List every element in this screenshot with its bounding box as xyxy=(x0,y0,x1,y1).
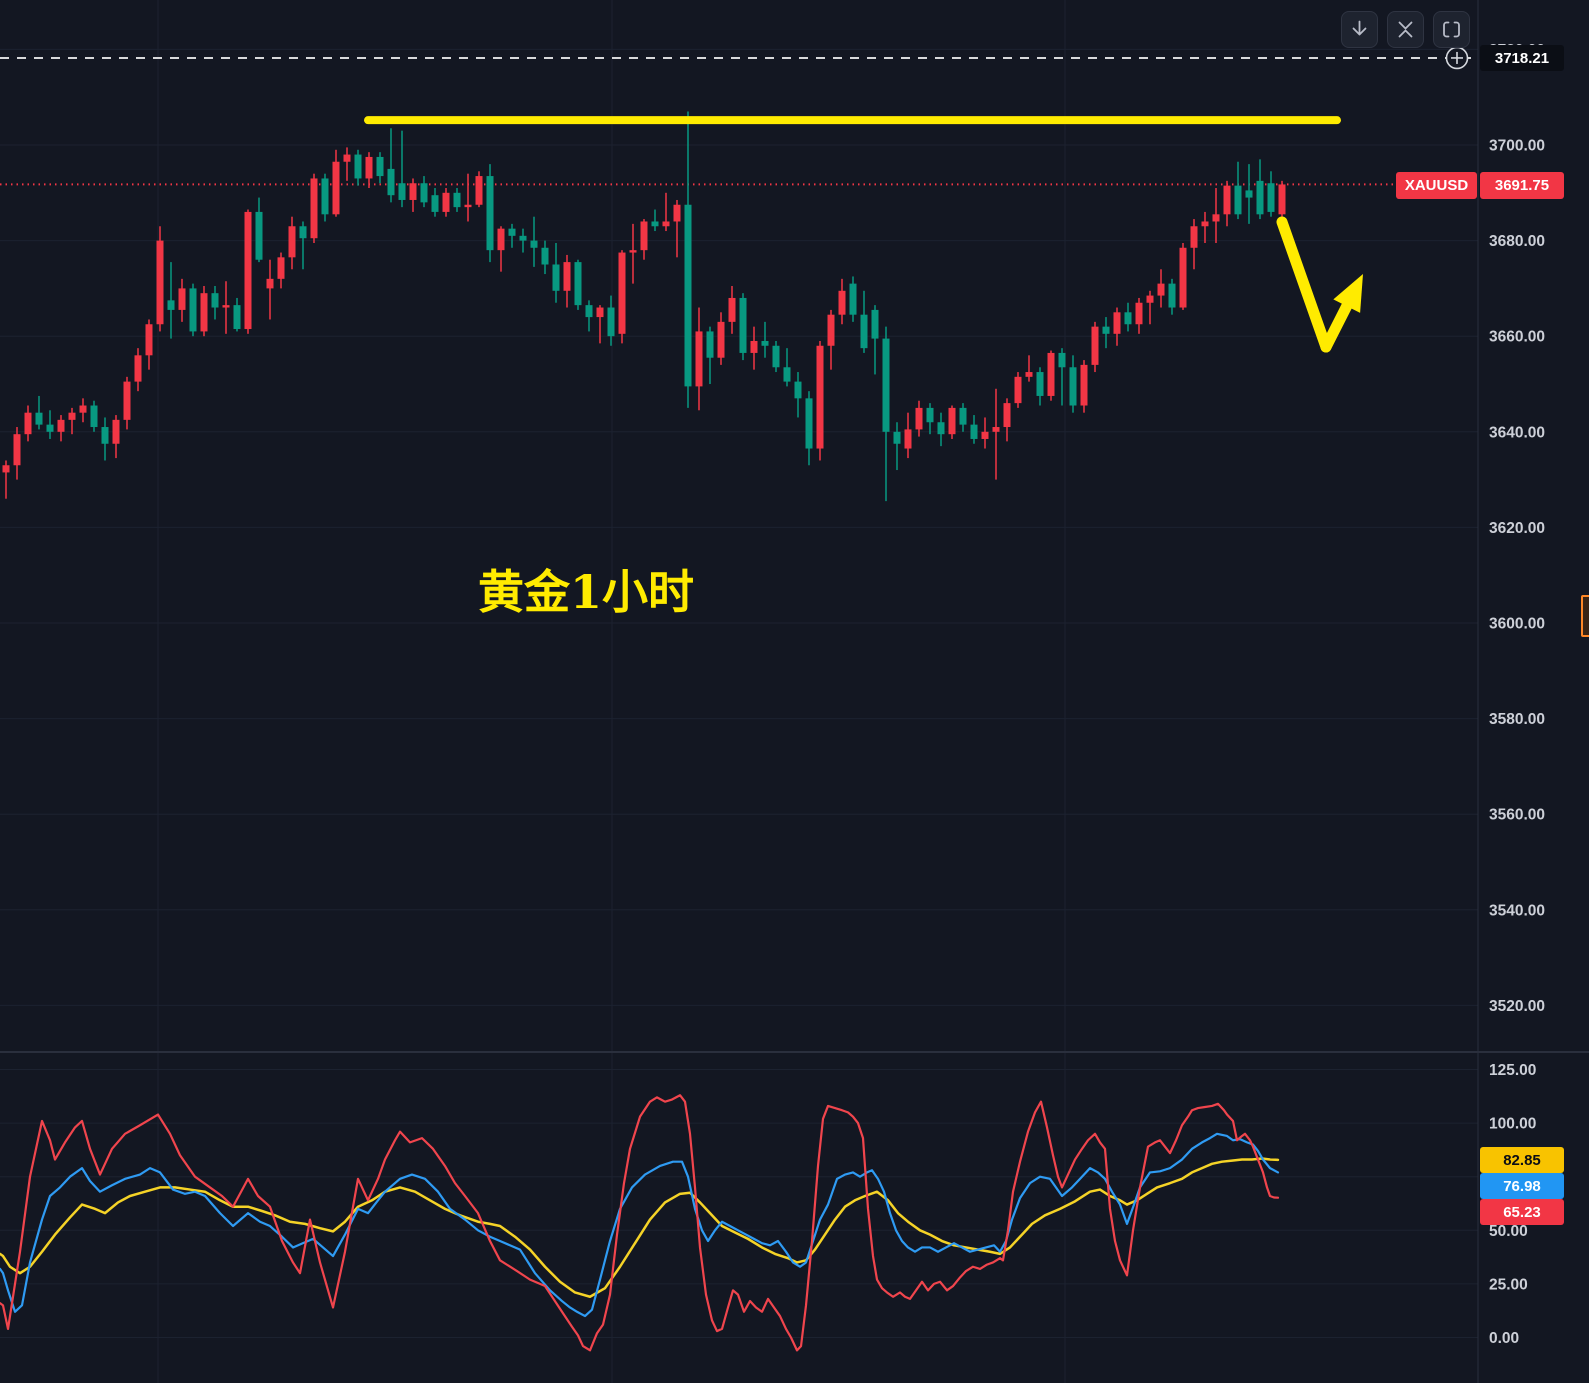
svg-text:125.00: 125.00 xyxy=(1489,1062,1536,1079)
maximize-pane-button[interactable] xyxy=(1433,11,1470,48)
last-price-tag: 3691.75 xyxy=(1480,172,1564,199)
fullscreen-icon xyxy=(1441,19,1462,40)
price-lines-layer xyxy=(0,46,1478,186)
svg-text:0.00: 0.00 xyxy=(1489,1330,1519,1347)
candles-layer xyxy=(2,111,1286,502)
kdj-indicator-layer xyxy=(0,1094,1280,1352)
price-axis[interactable]: 3720.003700.003680.003660.003640.003620.… xyxy=(1489,42,1545,1347)
chart-toolbar xyxy=(1341,11,1470,48)
scroll-to-recent-button[interactable] xyxy=(1341,11,1378,48)
right-edge-marker[interactable] xyxy=(1581,595,1589,637)
symbol-price-tag: XAUUSD xyxy=(1396,172,1477,199)
svg-text:3580.00: 3580.00 xyxy=(1489,711,1545,728)
svg-text:3620.00: 3620.00 xyxy=(1489,520,1545,537)
svg-text:3520.00: 3520.00 xyxy=(1489,998,1545,1015)
kdj-k-value-label: 76.98 xyxy=(1480,1173,1564,1199)
kdj-d-value-label: 82.85 xyxy=(1480,1147,1564,1173)
upper-price-line-label: 3718.21 xyxy=(1480,45,1564,71)
arrow-down-icon xyxy=(1349,19,1370,40)
svg-text:25.00: 25.00 xyxy=(1489,1276,1528,1293)
svg-text:3660.00: 3660.00 xyxy=(1489,329,1545,346)
drawing-annotations-layer[interactable] xyxy=(364,116,1363,353)
svg-text:3540.00: 3540.00 xyxy=(1489,902,1545,919)
svg-text:3680.00: 3680.00 xyxy=(1489,233,1545,250)
svg-text:3700.00: 3700.00 xyxy=(1489,138,1545,155)
collapse-pane-button[interactable] xyxy=(1387,11,1424,48)
svg-text:3600.00: 3600.00 xyxy=(1489,616,1545,633)
kdj-j-value-label: 65.23 xyxy=(1480,1199,1564,1225)
svg-text:100.00: 100.00 xyxy=(1489,1116,1536,1133)
svg-text:50.00: 50.00 xyxy=(1489,1223,1528,1240)
svg-text:3640.00: 3640.00 xyxy=(1489,424,1545,441)
chart-title-annotation: 黄金1小时 xyxy=(478,565,695,619)
svg-text:3560.00: 3560.00 xyxy=(1489,807,1545,824)
collapse-icon xyxy=(1395,19,1416,40)
